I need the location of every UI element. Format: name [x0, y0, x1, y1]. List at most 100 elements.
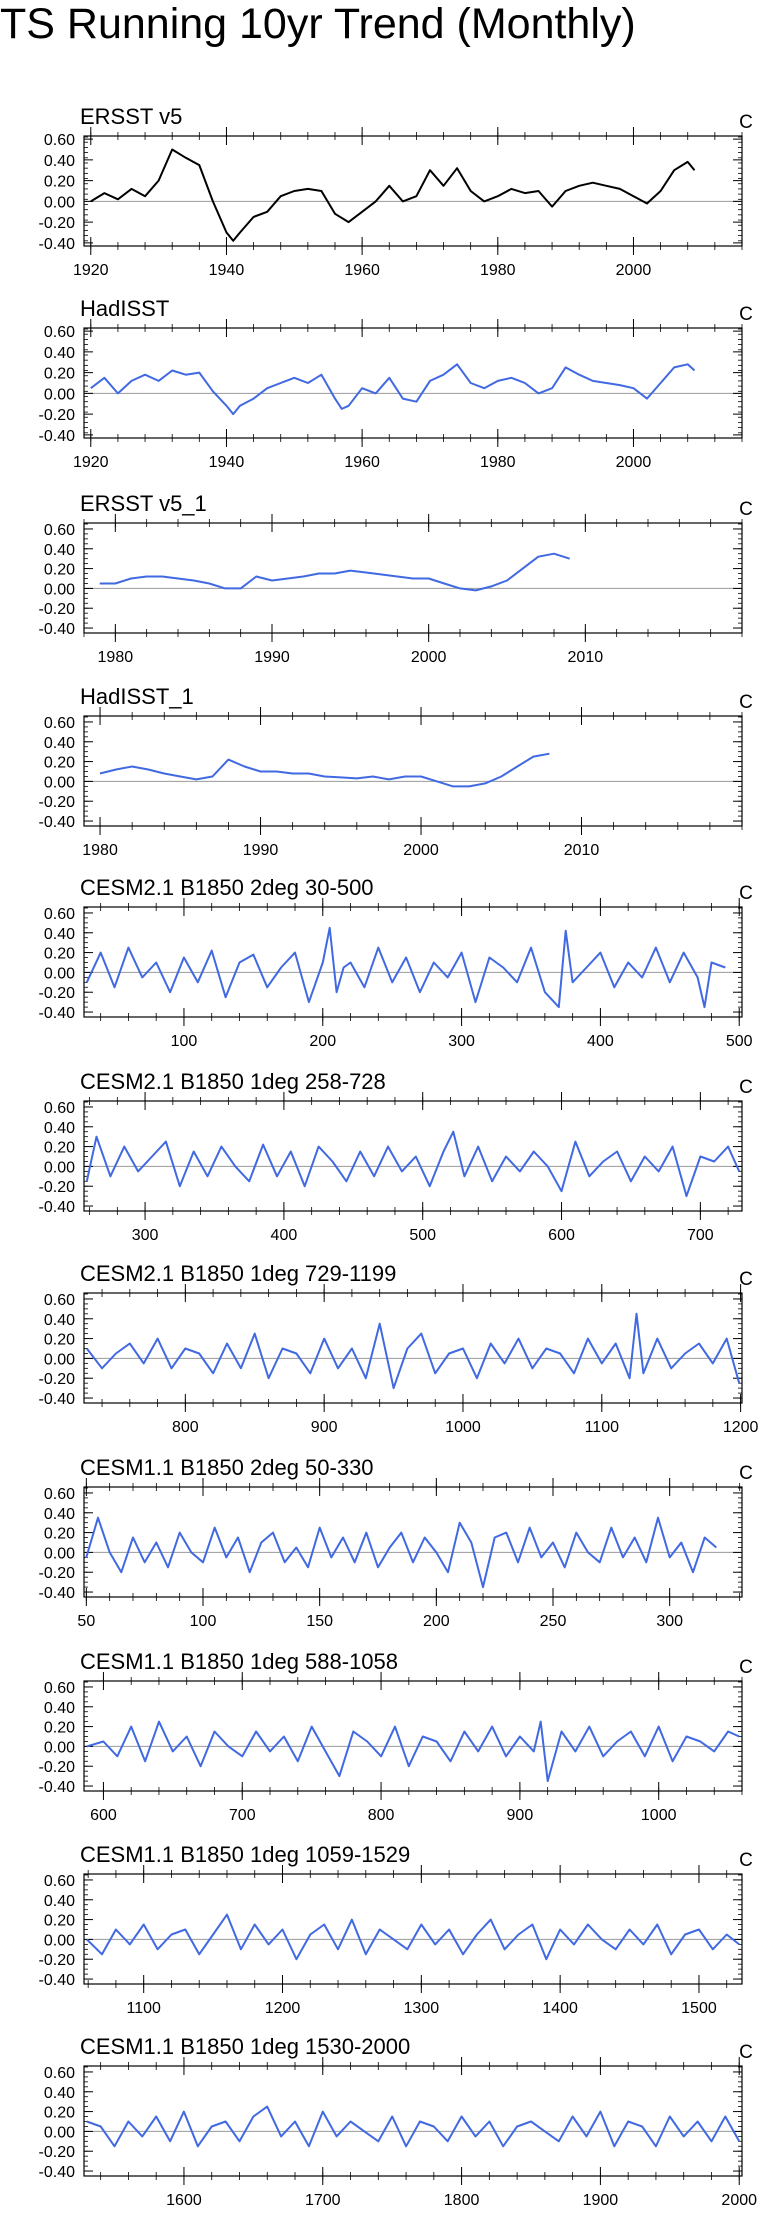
y-tick-label: -0.40	[39, 1391, 76, 1408]
units-label: C	[739, 304, 753, 325]
y-tick-label: -0.40	[39, 1972, 76, 1989]
y-tick-label: -0.20	[39, 215, 76, 232]
y-tick-label: 0.40	[44, 1120, 75, 1137]
plot-frame	[83, 2065, 743, 2177]
y-tick-label: -0.40	[39, 428, 76, 445]
y-tick-label: -0.20	[39, 1179, 76, 1196]
plot-frame	[83, 906, 743, 1018]
y-tick-label: 0.20	[44, 1720, 75, 1737]
y-tick-label: 0.00	[44, 1351, 75, 1368]
y-tick-label: 0.00	[44, 774, 75, 791]
y-tick-label: -0.20	[39, 1759, 76, 1776]
x-tick-label: 1000	[641, 1807, 677, 1824]
x-tick-label: 1940	[209, 262, 245, 279]
x-tick-label: 1900	[583, 2192, 619, 2209]
y-tick-label: -0.40	[39, 236, 76, 253]
y-tick-label: 0.20	[44, 366, 75, 383]
chart-panel: CESM2.1 B1850 1deg 258-728 C 0.60 0.40 0.20 0…	[39, 1069, 753, 1244]
y-tick-label: -0.20	[39, 1371, 76, 1388]
x-tick-label: 150	[306, 1613, 333, 1630]
x-tick-label: 2000	[411, 649, 447, 666]
units-label: C	[739, 1077, 753, 1098]
chart-panel: CESM1.1 B1850 1deg 1059-1529 C 0.60 0.40 0.2…	[39, 1842, 753, 2017]
x-tick-label: 2010	[568, 649, 604, 666]
x-tick-label: 50	[77, 1613, 95, 1630]
y-tick-label: 0.20	[44, 2105, 75, 2122]
x-tick-label: 1980	[82, 842, 118, 859]
y-tick-label: 0.00	[44, 1159, 75, 1176]
y-tick-label: 0.20	[44, 174, 75, 191]
units-label: C	[739, 112, 753, 133]
y-tick-label: 0.20	[44, 1332, 75, 1349]
y-tick-label: 0.00	[44, 1739, 75, 1756]
y-tick-label: 0.40	[44, 1312, 75, 1329]
chart-panel: HadISST C 0.60 0.40 0.20 0.00 -0.20 -0.40 1920 19…	[39, 296, 753, 471]
panel-title: CESM1.1 B1850 1deg 1530-2000	[80, 2034, 410, 2059]
x-tick-label: 400	[271, 1227, 298, 1244]
x-tick-label: 1940	[209, 454, 245, 471]
y-tick-label: 0.40	[44, 1506, 75, 1523]
y-tick-label: 0.40	[44, 735, 75, 752]
x-tick-label: 900	[311, 1419, 338, 1436]
y-tick-label: 0.40	[44, 345, 75, 362]
y-tick-label: -0.40	[39, 1005, 76, 1022]
y-tick-label: -0.20	[39, 794, 76, 811]
chart-panel: HadISST_1 C 0.60 0.40 0.20 0.00 -0.20 -0.40 1980…	[39, 684, 753, 859]
units-label: C	[739, 1850, 753, 1871]
x-tick-label: 600	[90, 1807, 117, 1824]
y-tick-label: -0.20	[39, 1565, 76, 1582]
units-label: C	[739, 1463, 753, 1484]
x-tick-label: 1990	[243, 842, 279, 859]
y-tick-label: 0.60	[44, 2065, 75, 2082]
plot-frame	[83, 1486, 743, 1598]
y-tick-label: 0.00	[44, 965, 75, 982]
panel-title: ERSST v5_1	[80, 491, 207, 516]
x-tick-label: 100	[190, 1613, 217, 1630]
series-line	[90, 148, 696, 242]
x-tick-label: 1960	[344, 262, 380, 279]
y-tick-label: 0.00	[44, 1932, 75, 1949]
plot-frame	[83, 135, 743, 247]
x-tick-label: 200	[309, 1033, 336, 1050]
x-tick-label: 1960	[344, 454, 380, 471]
x-tick-label: 600	[548, 1227, 575, 1244]
y-tick-label: 0.60	[44, 1100, 75, 1117]
panel-title: CESM1.1 B1850 2deg 50-330	[80, 1455, 374, 1480]
y-tick-label: -0.20	[39, 985, 76, 1002]
panel-title: CESM1.1 B1850 1deg 588-1058	[80, 1649, 398, 1674]
x-tick-label: 500	[726, 1033, 753, 1050]
y-tick-label: -0.40	[39, 621, 76, 638]
y-tick-label: -0.20	[39, 1952, 76, 1969]
x-tick-label: 1100	[126, 2000, 161, 2017]
x-tick-label: 1500	[681, 2000, 717, 2017]
x-tick-label: 1980	[480, 262, 516, 279]
series-line	[99, 552, 571, 592]
units-label: C	[739, 1657, 753, 1678]
units-label: C	[739, 2042, 753, 2063]
y-tick-label: 0.20	[44, 946, 75, 963]
series-line	[90, 363, 696, 416]
y-tick-label: 0.60	[44, 1680, 75, 1697]
y-tick-label: 0.20	[44, 1140, 75, 1157]
y-tick-label: 0.40	[44, 1700, 75, 1717]
x-tick-label: 1100	[585, 1419, 620, 1436]
panel-title: ERSST v5	[80, 104, 182, 129]
x-tick-label: 700	[229, 1807, 256, 1824]
chart-panel: CESM2.1 B1850 2deg 30-500 C 0.60 0.40 0.20 0.…	[39, 875, 753, 1050]
y-tick-label: -0.20	[39, 407, 76, 424]
series-line	[86, 1913, 740, 1961]
series-line	[85, 1516, 717, 1589]
x-tick-label: 800	[368, 1807, 395, 1824]
x-tick-label: 1980	[98, 649, 134, 666]
x-tick-label: 1400	[542, 2000, 578, 2017]
series-line	[85, 1130, 741, 1198]
y-tick-label: 0.60	[44, 906, 75, 923]
chart-panel: CESM2.1 B1850 1deg 729-1199 C 0.60 0.40 0.20…	[39, 1261, 759, 1436]
x-tick-label: 1920	[73, 262, 109, 279]
x-tick-label: 2000	[721, 2192, 757, 2209]
x-tick-label: 2000	[403, 842, 439, 859]
x-tick-label: 1700	[305, 2192, 341, 2209]
x-tick-label: 1980	[480, 454, 516, 471]
y-tick-label: -0.20	[39, 2144, 76, 2161]
x-tick-label: 400	[587, 1033, 614, 1050]
